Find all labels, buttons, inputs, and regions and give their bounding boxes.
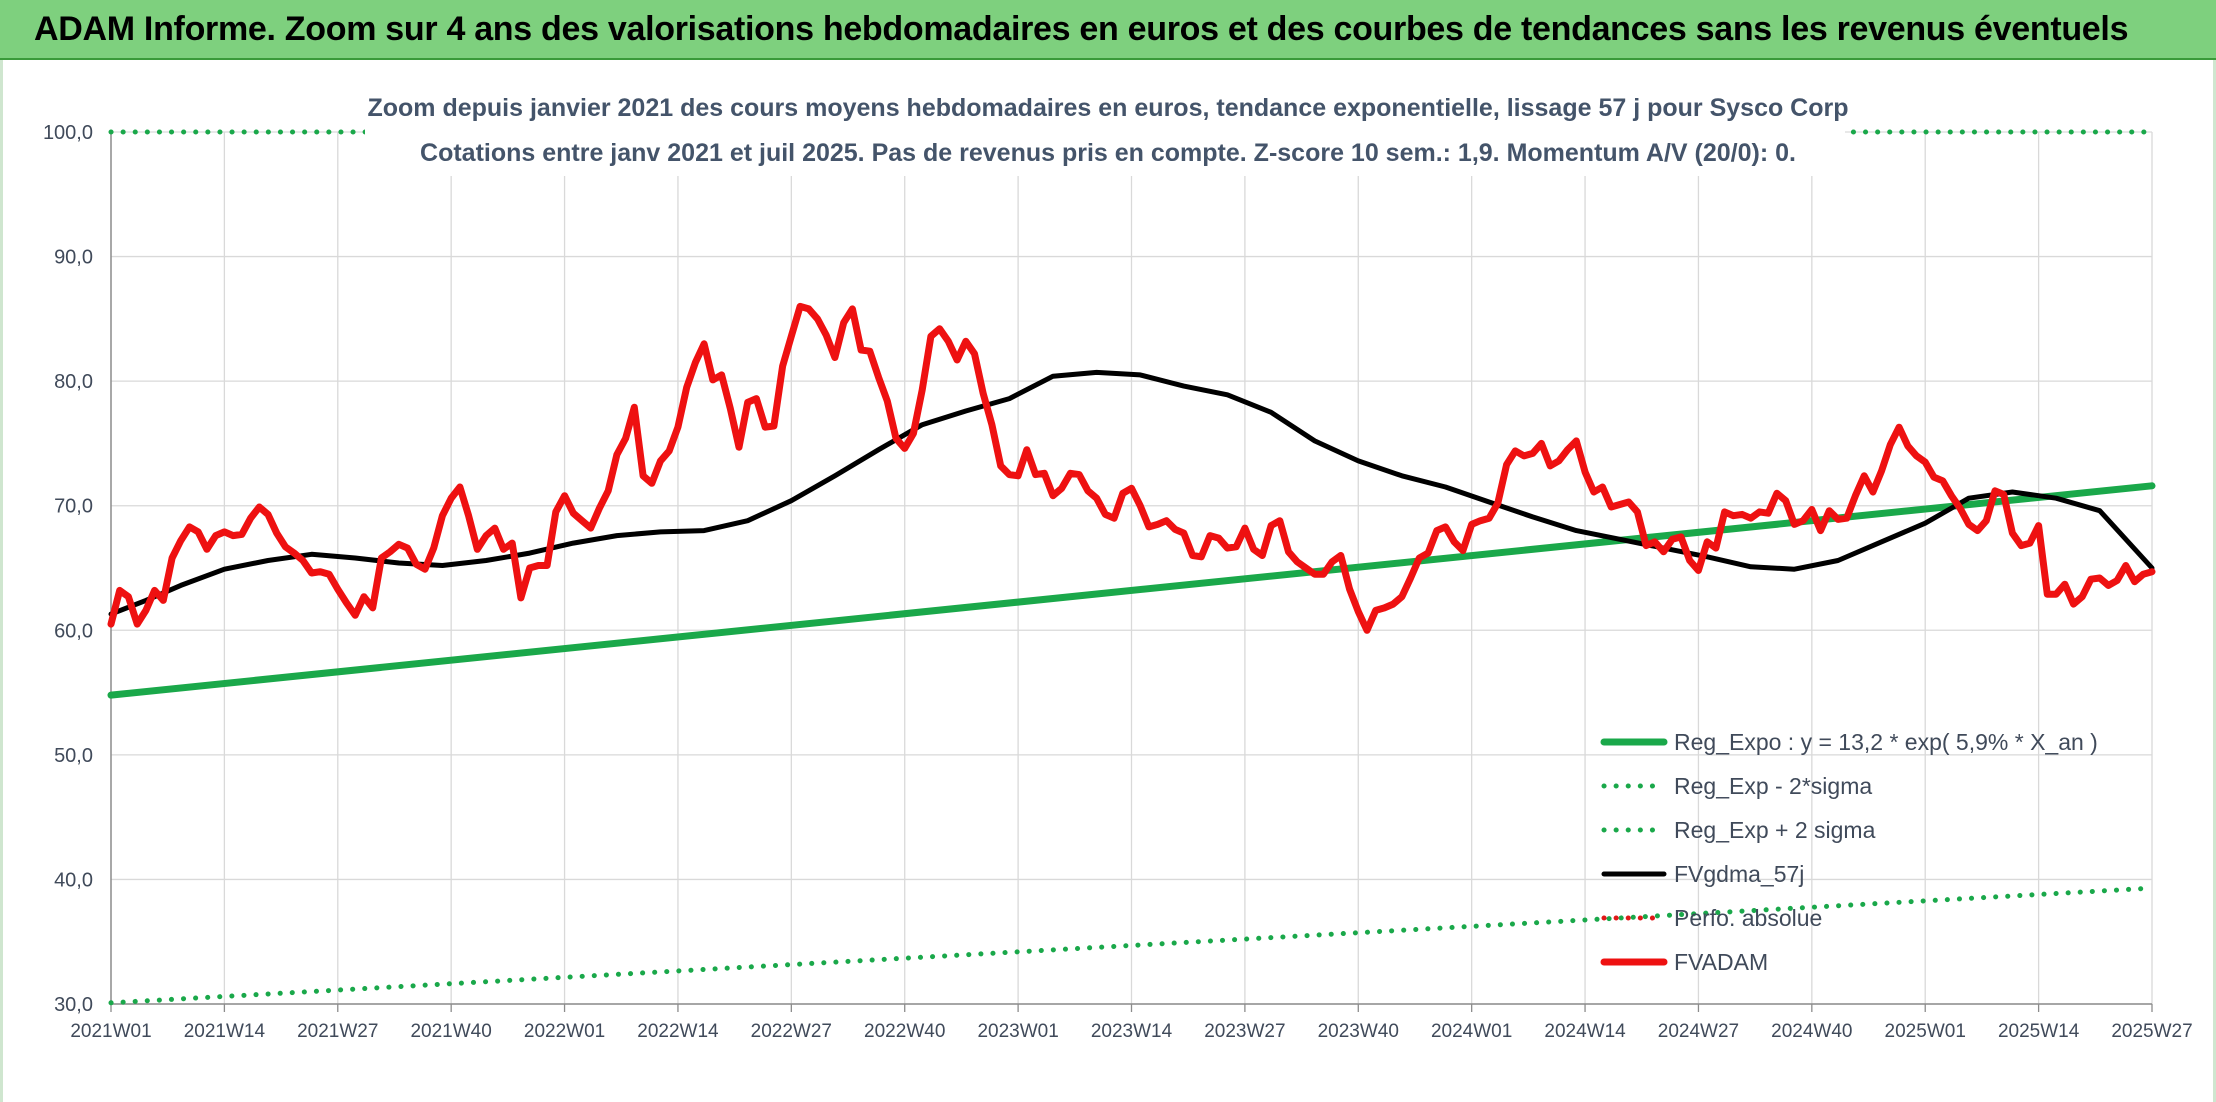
chart-subtitle: Cotations entre janv 2021 et juil 2025. … — [420, 139, 1796, 167]
y-tick-label: 30,0 — [54, 994, 93, 1016]
y-tick-label: 100,0 — [43, 122, 93, 144]
x-tick-label: 2022W01 — [524, 1021, 605, 1042]
x-tick-label: 2024W14 — [1544, 1021, 1626, 1042]
legend-label: FVgdma_57j — [1674, 861, 1804, 887]
x-axis: 2021W01 2021W14 2021W27 2021W40 2022W01 2022W… — [70, 1003, 2193, 1042]
legend: Reg_Expo : y = 13,2 * exp( 5,9% * X_an )… — [1600, 729, 2098, 975]
y-tick-label: 60,0 — [54, 620, 93, 642]
x-tick-label: 2023W14 — [1091, 1021, 1173, 1042]
report-title: ADAM Informe. Zoom sur 4 ans des valoris… — [34, 10, 2129, 48]
x-tick-label: 2023W27 — [1204, 1021, 1285, 1042]
x-tick-label: 2021W40 — [410, 1021, 491, 1042]
y-tick-label: 40,0 — [54, 869, 93, 891]
chart-frame — [0, 60, 2216, 1102]
legend-label: Perfo. absolue — [1674, 905, 1822, 931]
legend-label: FVADAM — [1674, 949, 1768, 975]
x-tick-label: 2024W40 — [1771, 1021, 1852, 1042]
x-tick-label: 2024W27 — [1658, 1021, 1739, 1042]
y-tick-label: 50,0 — [54, 745, 93, 767]
title-backdrop — [365, 86, 1845, 176]
x-tick-label: 2023W40 — [1318, 1021, 1399, 1042]
y-tick-label: 70,0 — [54, 496, 93, 518]
series-line-fvgdma_57j — [108, 369, 2155, 617]
x-tick-label: 2025W14 — [1998, 1021, 2080, 1042]
x-tick-label: 2023W01 — [977, 1021, 1058, 1042]
series-line-reg_exp — [108, 885, 2155, 1006]
x-tick-label: 2025W27 — [2111, 1021, 2192, 1042]
legend-label: Reg_Exp + 2 sigma — [1674, 817, 1876, 843]
x-tick-label: 2024W01 — [1431, 1021, 1512, 1042]
x-tick-label: 2022W14 — [637, 1021, 719, 1042]
y-tick-label: 80,0 — [54, 371, 93, 393]
x-tick-label: 2021W01 — [70, 1021, 151, 1042]
x-tick-label: 2025W01 — [1885, 1021, 1966, 1042]
series-line-reg_expo — [107, 482, 2156, 699]
y-axis: 30,0 40,0 50,0 60,0 70,0 80,0 90,0 100,0 — [43, 122, 112, 1016]
legend-label: Reg_Expo : y = 13,2 * exp( 5,9% * X_an ) — [1674, 729, 2098, 755]
report-banner: ADAM Informe. Zoom sur 4 ans des valoris… — [0, 0, 2216, 60]
chart-title: Zoom depuis janvier 2021 des cours moyen… — [367, 94, 1848, 122]
x-tick-label: 2022W27 — [751, 1021, 832, 1042]
legend-label: Reg_Exp - 2*sigma — [1674, 773, 1872, 799]
x-tick-label: 2021W14 — [184, 1021, 266, 1042]
x-tick-label: 2022W40 — [864, 1021, 945, 1042]
x-tick-label: 2021W27 — [297, 1021, 378, 1042]
series-line-fvadam — [107, 302, 2156, 634]
y-tick-label: 90,0 — [54, 247, 93, 269]
